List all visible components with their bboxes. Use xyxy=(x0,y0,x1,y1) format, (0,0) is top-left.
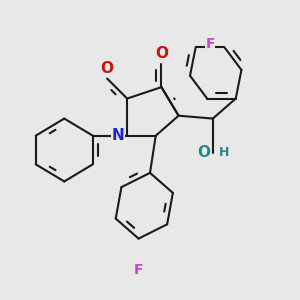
Text: O: O xyxy=(100,61,114,76)
Text: O: O xyxy=(155,46,168,62)
Text: N: N xyxy=(112,128,124,143)
Text: F: F xyxy=(134,263,143,277)
Text: H: H xyxy=(219,146,229,159)
Text: F: F xyxy=(205,37,215,51)
Text: O: O xyxy=(197,146,210,160)
